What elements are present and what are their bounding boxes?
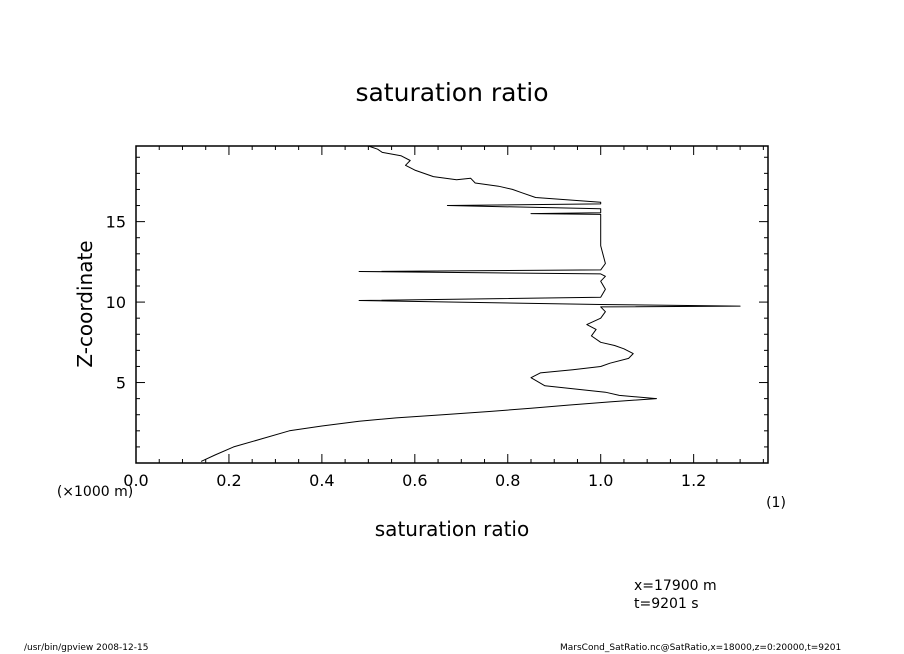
chart-title: saturation ratio xyxy=(355,78,548,107)
saturation-ratio-series xyxy=(200,145,741,462)
tick-marks xyxy=(135,146,768,463)
y-tick-label: 5 xyxy=(116,374,126,393)
series-layer xyxy=(200,145,741,462)
y-axis-unit: (×1000 m) xyxy=(57,484,133,500)
tick-labels: 0.0 0.2 0.4 0.6 0.8 1.0 1.2 5 10 15 xyxy=(106,213,707,490)
x-tick-label: 0.2 xyxy=(216,471,241,490)
x-axis-unit: (1) xyxy=(766,495,786,511)
y-tick-label: 10 xyxy=(106,293,126,312)
x-axis-label: saturation ratio xyxy=(375,517,529,541)
x-tick-label: 0.6 xyxy=(402,471,427,490)
y-tick-label: 15 xyxy=(106,213,126,232)
footer-program-date: /usr/bin/gpview 2008-12-15 xyxy=(24,643,148,653)
footer-source: MarsCond_SatRatio.nc@SatRatio,x=18000,z=… xyxy=(560,643,841,653)
x-tick-label: 1.2 xyxy=(681,471,706,490)
x-tick-label: 0.4 xyxy=(309,471,334,490)
axes xyxy=(135,145,769,464)
time-info: t=9201 s xyxy=(634,596,699,612)
x-position-info: x=17900 m xyxy=(634,578,717,594)
x-tick-label: 0.8 xyxy=(495,471,520,490)
x-tick-label: 1.0 xyxy=(588,471,613,490)
y-axis-label: Z-coordinate xyxy=(73,240,97,367)
plot-frame xyxy=(135,145,769,464)
x-tick-label: 0.0 xyxy=(123,471,148,490)
